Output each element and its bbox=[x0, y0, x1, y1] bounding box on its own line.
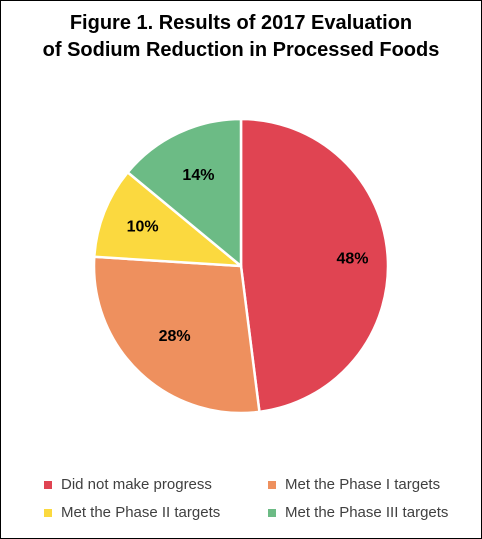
pie-slice-1 bbox=[92, 255, 261, 415]
pie-label-3: 14% bbox=[182, 167, 214, 184]
pie-slice-0 bbox=[239, 117, 390, 414]
chart-title-line-1: Figure 1. Results of 2017 Evaluation bbox=[69, 12, 413, 34]
chart-title: Figure 1. Results of 2017 Evaluation of … bbox=[0, 10, 482, 64]
pie-slices bbox=[92, 117, 390, 415]
pie-label-1: 28% bbox=[159, 328, 191, 345]
pie-label-0: 48% bbox=[336, 250, 368, 267]
pie-slice-3 bbox=[126, 117, 243, 268]
pie-data-labels: 48% 28% 10% 14% bbox=[127, 167, 369, 345]
pie-label-2: 10% bbox=[127, 219, 159, 236]
pie-slice-2 bbox=[93, 171, 243, 268]
chart-title-line-2: of Sodium Reduction in Processed Foods bbox=[42, 39, 440, 61]
